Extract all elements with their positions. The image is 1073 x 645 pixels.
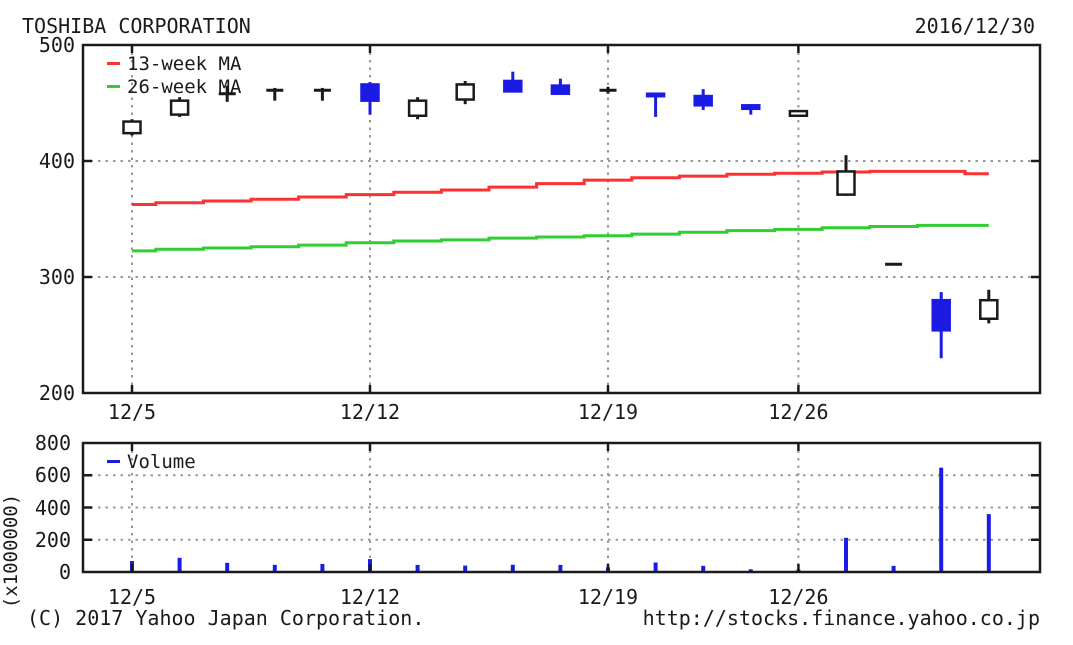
axis-tick-label: 0 [58, 560, 71, 584]
price-panel [81, 43, 1042, 395]
legend-item-ma13: 13-week MA [107, 52, 241, 75]
volume-bar [701, 565, 706, 572]
volume-bars [130, 467, 991, 572]
axis-tick-label: 12/12 [339, 400, 401, 424]
candle-body [979, 298, 999, 321]
volume-legend: Volume [107, 450, 196, 473]
axis-tick-label: 800 [34, 431, 71, 455]
volume-bar [653, 562, 658, 572]
ma13-line [132, 169, 989, 206]
axis-tick-label: 12/19 [577, 400, 639, 424]
chart-date: 2016/12/30 [914, 14, 1035, 38]
volume-label: Volume [127, 450, 196, 473]
volume-bar [510, 564, 515, 572]
ma13-line-swatch [107, 62, 120, 65]
price-legend: 13-week MA 26-week MA [107, 52, 241, 98]
volume-bar [844, 537, 848, 572]
axis-tick-label: 12/26 [768, 400, 829, 424]
axis-tick-label: 200 [38, 381, 75, 405]
candle-body [455, 83, 475, 101]
legend-item-volume: Volume [107, 450, 196, 473]
candle-body [503, 79, 523, 93]
candle-body [788, 109, 809, 118]
ma13-label: 13-week MA [127, 52, 242, 75]
candle-body [693, 94, 713, 107]
source-url-text: http://stocks.finance.yahoo.co.jp [642, 606, 1040, 630]
volume-bar [272, 564, 277, 572]
candle-body [169, 99, 190, 116]
axis-tick-label: 12/12 [339, 585, 401, 609]
legend-item-ma26: 26-week MA [107, 75, 241, 98]
candle-body [550, 84, 571, 95]
volume-panel [83, 443, 1040, 572]
volume-bar [177, 557, 182, 572]
axis-tick-label: 12/5 [107, 400, 157, 424]
candle-body [360, 83, 380, 102]
axis-tick-label: 12/26 [768, 585, 829, 609]
volume-bar [986, 514, 991, 572]
ma26-line [132, 223, 989, 253]
volume-bar [320, 563, 325, 572]
axis-tick-label: 600 [34, 463, 71, 488]
copyright-text: (C) 2017 Yahoo Japan Corporation. [27, 606, 425, 630]
chart-title: TOSHIBA CORPORATION [22, 14, 251, 38]
axis-tick-label: 400 [38, 149, 75, 173]
axis-tick-label: 500 [38, 33, 75, 57]
candle-body [407, 99, 428, 118]
axis-tick-label: 200 [34, 527, 71, 552]
candle-body [741, 104, 761, 111]
axis-tick-label: 400 [34, 495, 71, 520]
volume-bar [225, 562, 230, 572]
volume-bar [415, 564, 420, 572]
volume-panel-frame [81, 441, 1042, 574]
ma26-label: 26-week MA [127, 75, 242, 98]
volume-bar [748, 569, 753, 572]
candle-body [122, 120, 142, 135]
volume-bar [463, 565, 468, 572]
volume-line-swatch [107, 460, 120, 463]
axis-tick-label: 300 [38, 265, 75, 289]
candle-body [931, 298, 951, 332]
ma26-line-swatch [107, 85, 120, 88]
candlestick-series [122, 71, 999, 359]
volume-axis-unit-label: (x1000000) [0, 493, 22, 609]
axis-tick-label: 12/5 [107, 585, 157, 609]
volume-bar [939, 467, 944, 572]
volume-bar [891, 565, 896, 572]
candle-body [836, 170, 856, 196]
axis-tick-label: 12/19 [577, 585, 639, 609]
volume-bar [558, 564, 563, 572]
candle-body [645, 92, 666, 98]
